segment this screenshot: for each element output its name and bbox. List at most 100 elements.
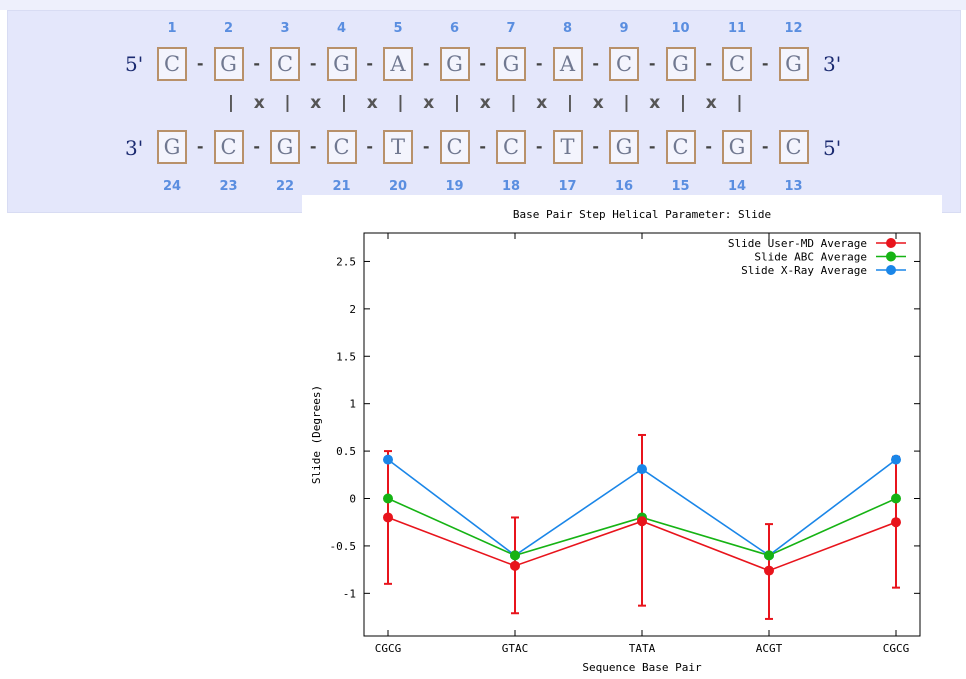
bottom-strand-base: C xyxy=(778,130,809,164)
y-tick-label: 0.5 xyxy=(336,445,356,458)
bottom-position-number: 19 xyxy=(445,179,464,194)
data-point xyxy=(383,512,393,523)
top-strand-linker: - xyxy=(253,54,261,73)
top-position-number: 9 xyxy=(619,21,629,36)
top-strand-base: G xyxy=(439,47,470,81)
y-tick-label: 1.5 xyxy=(336,350,356,363)
bottom-strand-base: G xyxy=(722,130,752,164)
bottom-5prime-label: 5' xyxy=(823,136,842,160)
bottom-strand-linker: - xyxy=(535,137,543,156)
top-position-number: 8 xyxy=(562,21,573,36)
pair-bond-marker: x xyxy=(649,93,661,113)
data-point xyxy=(637,464,647,475)
top-strand-base: G xyxy=(326,47,357,81)
bottom-strand-base: C xyxy=(665,130,696,164)
top-strand-base: A xyxy=(383,47,413,81)
data-point xyxy=(764,550,774,561)
top-position-number: 7 xyxy=(506,21,516,36)
top-3prime-label: 3' xyxy=(823,52,842,76)
pair-bond-marker: | xyxy=(453,93,461,113)
legend-label: Slide User-MD Average xyxy=(728,237,867,250)
pair-bond-marker: x xyxy=(705,93,717,113)
top-strand-linker: - xyxy=(705,54,713,73)
x-tick-label: CGCG xyxy=(883,642,910,655)
bottom-strand-base: C xyxy=(439,130,470,164)
bottom-position-number: 20 xyxy=(388,179,408,194)
bottom-position-number: 22 xyxy=(275,179,295,194)
bottom-strand-linker: - xyxy=(196,137,204,156)
x-tick-label: CGCG xyxy=(375,642,402,655)
pair-bond-marker: | xyxy=(227,93,235,113)
top-position-number: 1 xyxy=(167,21,177,36)
bottom-strand-base: T xyxy=(383,130,413,164)
bottom-position-number: 17 xyxy=(558,179,577,194)
bottom-position-number: 16 xyxy=(614,179,634,194)
top-position-number: 3 xyxy=(280,21,290,36)
chart-panel: Base Pair Step Helical Parameter: Slide -… xyxy=(302,195,942,675)
bottom-strand-base: T xyxy=(552,130,583,164)
top-strand-linker: - xyxy=(592,54,600,73)
bottom-strand-base: G xyxy=(270,130,300,164)
y-tick-label: 2.5 xyxy=(336,255,356,268)
pair-bond-marker: x xyxy=(536,93,548,113)
bottom-strand-linker: - xyxy=(592,137,600,156)
slide-line-chart: Base Pair Step Helical Parameter: Slide -… xyxy=(310,208,921,674)
legend-label: Slide X-Ray Average xyxy=(741,264,867,277)
top-position-number: 4 xyxy=(336,21,347,36)
top-strand-linker: - xyxy=(535,54,543,73)
data-point xyxy=(510,550,520,561)
bottom-3prime-label: 3' xyxy=(125,136,144,160)
pair-bond-marker: x xyxy=(423,93,435,113)
pair-bond-marker: x xyxy=(479,93,491,113)
y-tick-label: 0 xyxy=(349,493,356,506)
data-point xyxy=(891,454,901,465)
bottom-position-number: 13 xyxy=(784,179,803,194)
top-position-number: 12 xyxy=(784,21,803,36)
top-strip xyxy=(0,0,966,10)
chart-title: Base Pair Step Helical Parameter: Slide xyxy=(513,208,771,221)
legend-marker xyxy=(886,251,896,262)
y-tick-label: 2 xyxy=(349,303,356,316)
y-tick-label: -1 xyxy=(343,587,356,600)
x-tick-label: ACGT xyxy=(756,642,783,655)
top-strand-linker: - xyxy=(648,54,656,73)
pair-bond-marker: | xyxy=(736,93,743,113)
y-axis-label: Slide (Degrees) xyxy=(310,385,323,484)
bottom-strand-linker: - xyxy=(309,137,317,156)
top-strand-base: C xyxy=(609,47,639,81)
top-strand-base: G xyxy=(213,47,244,81)
data-point xyxy=(891,517,901,528)
top-strand-base: C xyxy=(157,47,187,81)
top-position-number: 11 xyxy=(727,21,747,36)
legend-marker xyxy=(886,265,896,275)
bottom-position-number: 15 xyxy=(671,179,690,194)
top-position-number: 5 xyxy=(393,21,403,36)
bottom-position-number: 24 xyxy=(162,179,182,194)
bottom-position-number: 18 xyxy=(501,179,521,194)
pair-bond-marker: | xyxy=(340,93,348,113)
top-strand-linker: - xyxy=(309,54,317,73)
top-strand-linker: - xyxy=(196,54,204,73)
bottom-strand-base: G xyxy=(157,130,187,164)
top-position-number: 6 xyxy=(449,21,460,36)
pair-bond-marker: | xyxy=(623,93,630,113)
top-strand-base: G xyxy=(665,47,696,81)
bottom-strand-linker: - xyxy=(366,137,374,156)
data-point xyxy=(383,493,393,504)
bottom-strand-linker: - xyxy=(761,137,769,156)
legend-marker xyxy=(886,238,896,248)
bottom-strand-base: C xyxy=(213,130,244,164)
sequence-panel: 5' 3' 3' 5' 1 2 3 4 5 6 7 8 9 10 11 12 C G C G A G G A C G C G G… xyxy=(7,10,961,213)
bottom-strand-base: C xyxy=(496,130,526,164)
data-point xyxy=(383,454,393,465)
legend-label: Slide ABC Average xyxy=(754,251,867,264)
bottom-strand-base: G xyxy=(609,130,639,164)
pair-bond-marker: | xyxy=(397,93,404,113)
data-point xyxy=(637,516,647,527)
x-tick-label: GTAC xyxy=(502,642,529,655)
top-strand-base: A xyxy=(552,47,583,81)
top-position-number: 10 xyxy=(671,21,690,36)
bottom-position-number: 23 xyxy=(219,179,238,194)
top-strand-linker: - xyxy=(422,54,430,73)
pair-bond-marker: x xyxy=(310,93,322,113)
